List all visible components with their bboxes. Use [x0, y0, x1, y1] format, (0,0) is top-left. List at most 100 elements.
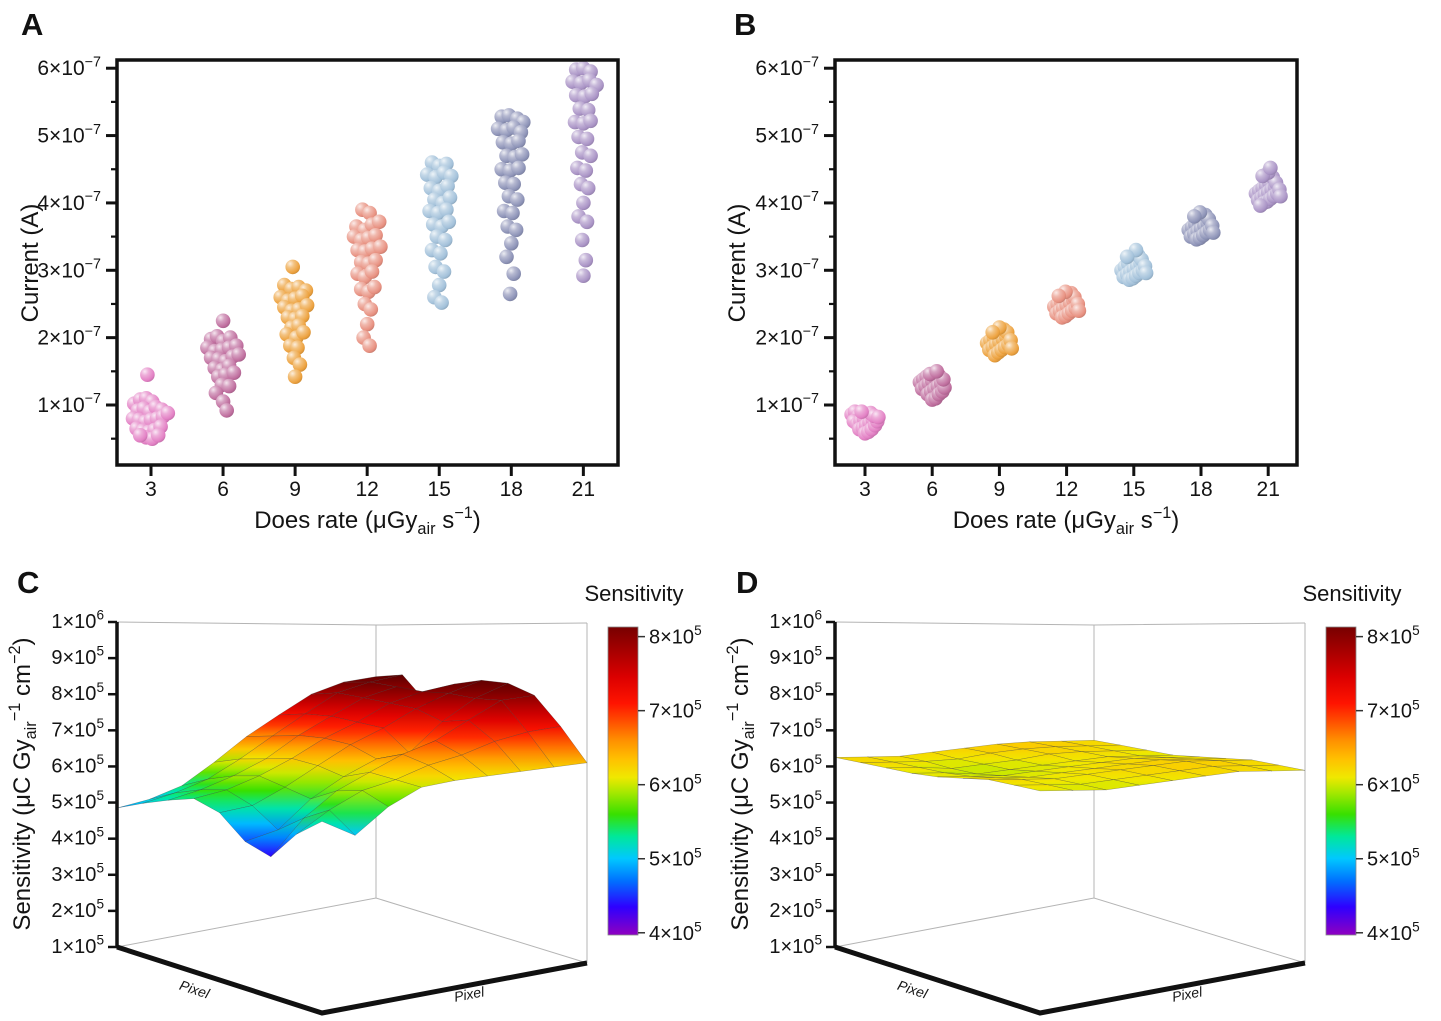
data-point — [1187, 209, 1202, 224]
data-point — [583, 113, 598, 129]
data-point — [502, 286, 518, 302]
data-point — [854, 404, 869, 420]
x-tick-label: 3 — [145, 478, 157, 501]
data-point — [1206, 225, 1221, 240]
surface-cell — [1146, 770, 1206, 781]
z-tick-label: 1×106 — [769, 608, 822, 633]
data-point — [219, 403, 234, 418]
colorbar-tick-label: 6×105 — [1367, 771, 1420, 796]
data-point — [215, 313, 231, 329]
data-point — [514, 147, 530, 162]
x-tick-label: 9 — [289, 478, 301, 501]
data-point — [505, 205, 520, 221]
data-point — [436, 264, 452, 279]
surface-cell — [1047, 784, 1107, 791]
y-tick-label: 6×10−7 — [755, 54, 819, 80]
cluster-x18 — [490, 108, 531, 302]
x-tick-label: 18 — [1189, 478, 1212, 501]
data-point — [1263, 160, 1278, 176]
z-tick-label: 1×105 — [51, 933, 104, 958]
y-axis-title: Current (A) — [724, 204, 751, 323]
cluster-x3 — [844, 404, 886, 441]
z-tick-label: 1×105 — [769, 933, 822, 958]
colorbar-title: Sensitivity — [1302, 581, 1401, 606]
data-point — [373, 239, 388, 254]
data-point — [221, 378, 237, 394]
data-point — [871, 409, 886, 425]
data-point — [362, 205, 377, 221]
colorbar-title: Sensitivity — [584, 581, 683, 606]
data-point — [1253, 198, 1268, 213]
surface-cell — [527, 726, 588, 768]
data-point — [437, 232, 453, 248]
panel-b-scatter-plot: 1×10−7 2×10−7 3×10−7 4×10−7 5×10−7 6×10−7 3 6 9 1… — [724, 54, 1299, 538]
floor-axis-label-pixel: Pixel — [178, 977, 213, 1002]
data-point — [578, 163, 594, 178]
colorbar-tick-label: 7×105 — [1367, 697, 1420, 722]
colorbar-tick-label: 8×105 — [1367, 623, 1420, 648]
z-tick-label: 7×105 — [769, 716, 822, 741]
data-point — [431, 277, 447, 293]
data-point — [985, 325, 1000, 340]
z-tick-label: 9×105 — [51, 644, 104, 669]
panel-label-b: B — [734, 7, 757, 42]
x-tick-label: 15 — [1122, 478, 1145, 501]
colorbar-tick-label: 4×105 — [1367, 919, 1420, 944]
x-tick-label: 12 — [1055, 478, 1078, 501]
data-point — [578, 252, 594, 268]
z-tick-label: 6×105 — [769, 752, 822, 777]
z-tick-label: 2×105 — [51, 896, 104, 921]
floor-back-edges — [834, 897, 1306, 964]
cluster-x15 — [419, 155, 459, 310]
cluster-x9 — [979, 320, 1019, 363]
data-point — [506, 176, 521, 192]
plot-frame — [833, 58, 1299, 467]
x-tick-label: 9 — [994, 478, 1006, 501]
colorbar — [1325, 626, 1357, 936]
panel-c-surface3d: 1×105 2×105 3×105 4×105 5×105 6×105 7×105 8×105… — [6, 581, 702, 1016]
data-point — [506, 266, 521, 282]
data-point — [440, 178, 455, 194]
y-axis-title: Current (A) — [17, 204, 44, 323]
data-point — [499, 249, 514, 265]
floor-front-axes — [116, 944, 588, 1016]
z-tick-label: 3×105 — [51, 860, 104, 885]
x-tick-label: 15 — [428, 478, 451, 501]
colorbar-tick-label: 6×105 — [649, 771, 702, 796]
cluster-x21 — [565, 60, 604, 284]
z-tick-label: 8×105 — [51, 680, 104, 705]
x-tick-label: 6 — [217, 478, 229, 501]
colorbar-tick-label: 5×105 — [1367, 845, 1420, 870]
data-point — [285, 259, 301, 275]
data-point — [511, 133, 526, 149]
data-point — [510, 192, 525, 207]
data-point — [579, 131, 595, 147]
y-tick-label: 1×10−7 — [755, 391, 819, 417]
data-point — [579, 214, 595, 230]
y-tick-label: 2×10−7 — [755, 324, 819, 350]
floor-axis-label-pixel: Pixel — [1171, 983, 1205, 1005]
z-tick-label: 9×105 — [769, 644, 822, 669]
data-point — [231, 347, 246, 362]
data-point — [371, 214, 387, 230]
colorbar-tick-label: 7×105 — [649, 697, 702, 722]
y-tick-label: 5×10−7 — [755, 122, 819, 148]
cluster-x3 — [125, 367, 176, 447]
y-tick-label: 4×10−7 — [37, 189, 101, 215]
data-point — [150, 428, 166, 443]
wall-top-edges — [116, 621, 588, 626]
wall-top-edges — [834, 621, 1306, 626]
x-axis-title: Does rate (μGyair s−1) — [953, 504, 1180, 538]
data-point — [296, 325, 311, 340]
data-point — [160, 405, 176, 421]
y-tick-label: 5×10−7 — [37, 122, 101, 148]
data-point — [433, 246, 448, 261]
floor-axis-label-pixel: Pixel — [453, 983, 487, 1005]
data-point — [580, 180, 596, 196]
panel-a-scatter-plot: 1×10−7 2×10−7 3×10−7 4×10−7 5×10−7 6×10−7 3 6 9 1… — [17, 54, 620, 538]
x-tick-label: 3 — [859, 478, 871, 501]
z-tick-label: 4×105 — [51, 824, 104, 849]
data-point — [359, 316, 375, 332]
